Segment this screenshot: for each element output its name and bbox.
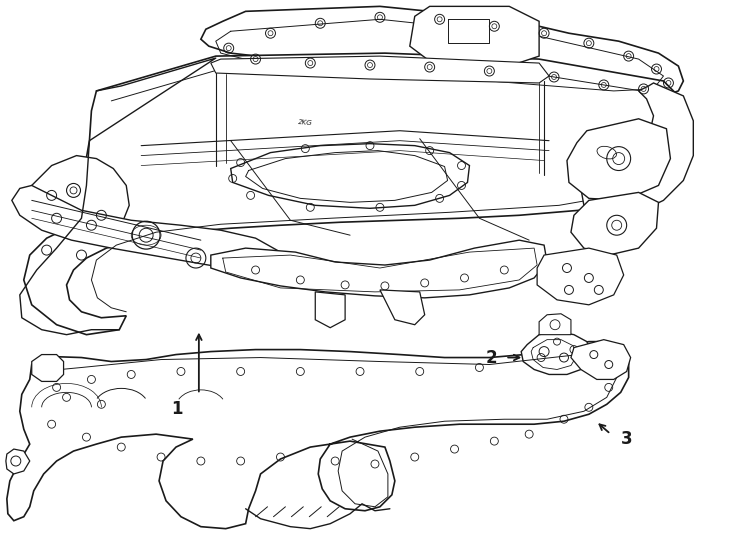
Polygon shape [32, 355, 64, 381]
Text: 2KG: 2KG [298, 119, 313, 126]
Polygon shape [521, 332, 591, 374]
Polygon shape [7, 342, 628, 529]
Polygon shape [201, 6, 683, 96]
Polygon shape [211, 240, 547, 298]
Polygon shape [32, 156, 129, 242]
Polygon shape [410, 6, 539, 66]
Polygon shape [316, 292, 345, 328]
Polygon shape [539, 314, 571, 335]
Polygon shape [12, 185, 280, 270]
Polygon shape [567, 119, 670, 200]
Polygon shape [581, 83, 694, 218]
Text: 2: 2 [486, 348, 497, 367]
Polygon shape [211, 56, 549, 83]
Polygon shape [380, 290, 425, 325]
Polygon shape [23, 53, 688, 335]
Text: 3: 3 [621, 430, 633, 448]
Polygon shape [537, 248, 624, 305]
Text: 1: 1 [171, 400, 183, 418]
Polygon shape [6, 449, 30, 474]
Polygon shape [571, 192, 658, 255]
Polygon shape [571, 340, 631, 380]
Polygon shape [230, 144, 470, 208]
